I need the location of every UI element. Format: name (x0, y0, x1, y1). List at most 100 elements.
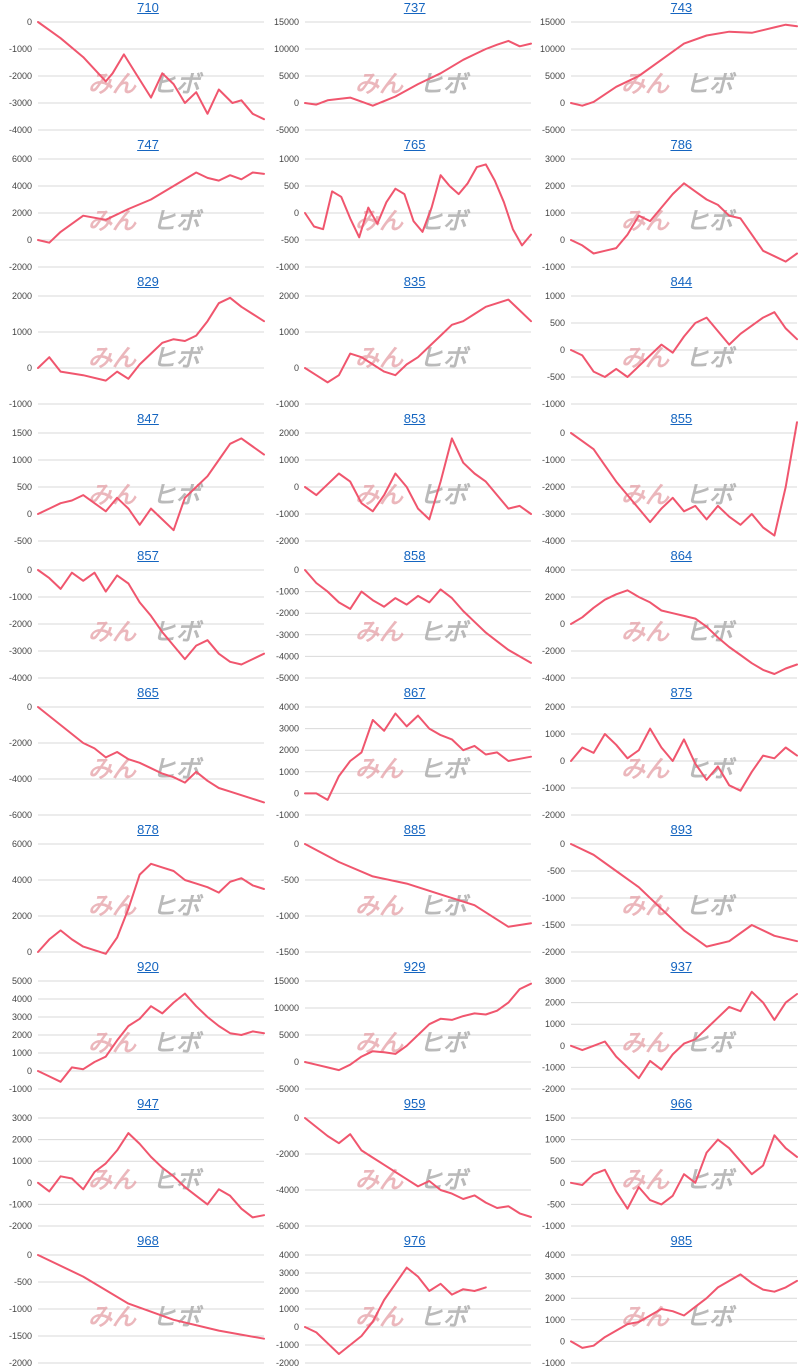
chart-title-link[interactable]: 855 (670, 411, 693, 426)
series-line (303, 1266, 487, 1355)
y-tick-label: 1000 (279, 327, 299, 337)
y-tick-label: 1500 (12, 428, 32, 438)
y-tick-label: 0 (560, 345, 565, 355)
chart-panel: 743 15000 10000 5000 0 -5000 みん ヒボ (533, 0, 799, 137)
chart-title-link[interactable]: 959 (403, 1096, 426, 1111)
y-tick-label: 4000 (12, 875, 32, 885)
y-tick-label: -1000 (9, 1199, 32, 1209)
series-line (303, 843, 532, 928)
series-line (303, 39, 532, 107)
watermark-text-part2: ヒボ (685, 207, 737, 235)
line-chart: 0 -2000 -4000 -6000 みん ヒボ (276, 1113, 532, 1231)
chart-title-link[interactable]: 867 (403, 685, 426, 700)
chart-title-link[interactable]: 858 (403, 548, 426, 563)
chart-title-link[interactable]: 937 (670, 959, 693, 974)
y-tick-label: -1000 (9, 44, 32, 54)
y-tick-label: -2000 (276, 1149, 299, 1159)
chart-title-link[interactable]: 835 (403, 274, 426, 289)
y-tick-label: 0 (27, 235, 32, 245)
y-tick-label: 0 (560, 619, 565, 629)
series-line (37, 1254, 265, 1340)
watermark-text-part2: ヒボ (419, 481, 471, 509)
chart-title-link[interactable]: 743 (670, 0, 693, 15)
y-tick-label: 4000 (12, 181, 32, 191)
chart-title-link[interactable]: 737 (403, 0, 426, 15)
chart-title-link[interactable]: 966 (670, 1096, 693, 1111)
y-tick-label: -3000 (542, 509, 565, 519)
series-line (570, 843, 799, 948)
watermark-text-part1: みん (88, 618, 137, 646)
chart-panel: 976 4000 3000 2000 1000 0 -1000 -2000 みん ヒボ (267, 1233, 533, 1370)
y-tick-label: -5000 (276, 673, 299, 683)
chart-title-link[interactable]: 929 (403, 959, 426, 974)
chart-panel: 893 0 -500 -1000 -1500 -2000 みん ヒボ (533, 822, 799, 959)
chart-panel: 855 0 -1000 -2000 -3000 -4000 みん ヒボ (533, 411, 799, 548)
y-tick-label: -1000 (9, 592, 32, 602)
chart-panel: 710 0 -1000 -2000 -3000 -4000 みん ヒボ (0, 0, 266, 137)
chart-title-link[interactable]: 864 (670, 548, 693, 563)
chart-title-link[interactable]: 947 (137, 1096, 159, 1111)
chart-panel: 865 0 -2000 -4000 -6000 みん ヒボ (0, 685, 266, 822)
chart-title-link[interactable]: 875 (670, 685, 693, 700)
y-tick-label: -500 (14, 536, 32, 546)
chart-title-link[interactable]: 893 (670, 822, 693, 837)
watermark-text-part1: みん (621, 618, 670, 646)
y-tick-label: 2000 (12, 911, 32, 921)
y-tick-label: 1000 (545, 208, 565, 218)
chart-title-link[interactable]: 844 (670, 274, 693, 289)
y-tick-label: -6000 (9, 810, 32, 820)
y-tick-label: 1500 (545, 1113, 565, 1123)
chart-title-link[interactable]: 865 (137, 685, 159, 700)
chart-title-link[interactable]: 747 (137, 137, 159, 152)
watermark-text-part1: みん (88, 1303, 137, 1331)
watermark-text-part2: ヒボ (419, 1029, 471, 1057)
series-line (303, 298, 532, 384)
chart-title-link[interactable]: 765 (403, 137, 426, 152)
y-tick-label: 0 (560, 756, 565, 766)
chart-panel: 959 0 -2000 -4000 -6000 みん ヒボ (267, 1096, 533, 1233)
series-line (570, 1273, 799, 1349)
y-tick-label: 500 (17, 482, 32, 492)
y-tick-label: 0 (27, 1250, 32, 1260)
y-tick-label: 4000 (545, 1250, 565, 1260)
chart-panel: 937 3000 2000 1000 0 -1000 -2000 みん ヒボ (533, 959, 799, 1096)
y-tick-label: 2000 (12, 291, 32, 301)
chart-title-link[interactable]: 857 (137, 548, 159, 563)
chart-panel: 737 15000 10000 5000 0 -5000 みん ヒボ (267, 0, 533, 137)
chart-title-link[interactable]: 786 (670, 137, 693, 152)
y-tick-label: -2000 (542, 947, 565, 957)
y-tick-label: 1000 (12, 1156, 32, 1166)
watermark-text-part2: ヒボ (419, 1166, 471, 1194)
chart-title-link[interactable]: 976 (403, 1233, 426, 1248)
y-tick-label: -2000 (276, 608, 299, 618)
chart-title-link[interactable]: 985 (670, 1233, 693, 1248)
y-tick-label: -1000 (276, 262, 299, 272)
y-tick-label: 4000 (12, 994, 32, 1004)
chart-panel: 786 3000 2000 1000 0 -1000 みん ヒボ (533, 137, 799, 274)
y-tick-label: -1000 (9, 399, 32, 409)
chart-title-link[interactable]: 847 (137, 411, 159, 426)
chart-title-link[interactable]: 829 (137, 274, 159, 289)
chart-title-link[interactable]: 920 (137, 959, 159, 974)
chart-title-link[interactable]: 885 (403, 822, 426, 837)
chart-title-link[interactable]: 968 (137, 1233, 159, 1248)
line-chart: 0 -1000 -2000 -3000 -4000 -5000 みん ヒボ (276, 565, 532, 683)
y-tick-label: 500 (550, 1156, 565, 1166)
chart-title-link[interactable]: 878 (137, 822, 159, 837)
y-tick-label: 2000 (279, 428, 299, 438)
chart-title-link[interactable]: 710 (137, 0, 159, 15)
y-tick-label: -2000 (542, 482, 565, 492)
chart-title-link[interactable]: 853 (403, 411, 426, 426)
line-chart: 0 -500 -1000 -1500 -2000 みん ヒボ (542, 839, 799, 957)
